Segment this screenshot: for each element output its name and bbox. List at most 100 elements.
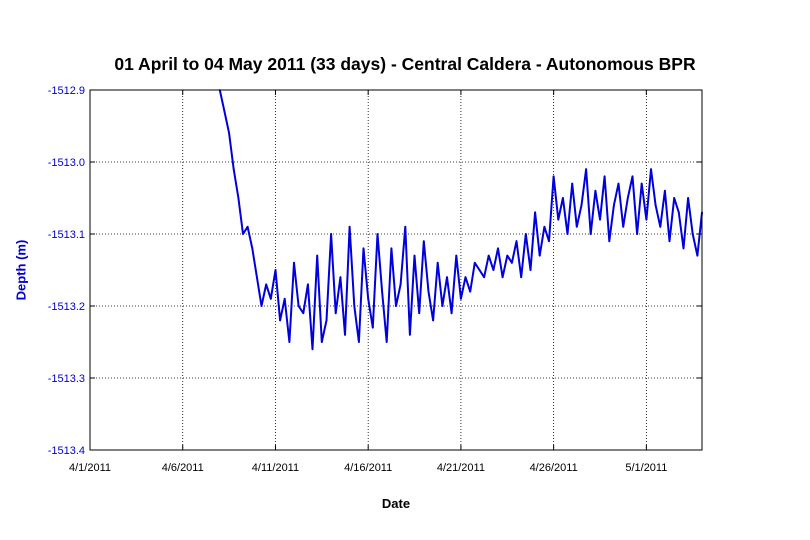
data-point [673, 197, 676, 199]
data-point [265, 283, 268, 286]
data-point [654, 204, 657, 207]
data-point [413, 254, 416, 257]
data-point [307, 283, 309, 286]
data-point [543, 225, 546, 228]
data-point [362, 247, 365, 250]
data-point [228, 132, 231, 135]
x-tick-label: 4/21/2011 [437, 462, 485, 474]
data-point [571, 182, 574, 185]
y-tick-label: -1513.0 [48, 157, 85, 169]
chart-title: 01 April to 04 May 2011 (33 days) - Cent… [114, 54, 696, 74]
data-point [603, 175, 606, 178]
data-point [511, 261, 513, 264]
data-point [668, 240, 671, 243]
data-point [242, 233, 244, 235]
data-point [617, 182, 620, 185]
data-point [696, 254, 699, 257]
x-tick-label: 4/16/2011 [344, 462, 392, 474]
data-point [450, 312, 453, 315]
data-point [399, 283, 402, 286]
data-point [260, 305, 263, 307]
data-point [687, 197, 689, 199]
data-point [404, 225, 407, 228]
data-point [594, 189, 597, 192]
data-point [376, 233, 379, 235]
data-point [269, 297, 272, 300]
y-tick-label: -1513.4 [48, 445, 85, 457]
data-point [534, 211, 536, 214]
data-point [422, 240, 425, 243]
series-layer [218, 89, 703, 351]
data-point [371, 326, 374, 329]
data-point [478, 269, 481, 271]
y-tick-label: -1513.3 [48, 373, 85, 385]
data-point [283, 297, 286, 300]
data-point [548, 240, 550, 243]
data-point [691, 233, 694, 235]
y-tick-label: -1512.9 [48, 85, 85, 97]
data-point [464, 276, 467, 279]
y-tick-label: -1513.1 [48, 229, 85, 241]
data-point [279, 319, 281, 322]
data-point [608, 240, 611, 243]
grid-layer [90, 90, 702, 450]
data-point [348, 225, 351, 228]
data-point [274, 269, 277, 271]
data-point [311, 348, 314, 351]
data-point [395, 305, 397, 307]
data-point [506, 254, 509, 257]
data-point [385, 341, 388, 343]
data-point [446, 276, 448, 279]
data-point [353, 305, 356, 307]
x-tick-label: 5/1/2011 [625, 462, 667, 474]
data-point [562, 197, 564, 199]
data-point [320, 341, 323, 343]
data-point [330, 233, 332, 235]
data-point [529, 269, 532, 271]
data-point [325, 319, 328, 322]
data-point [566, 233, 569, 235]
data-point [659, 225, 662, 228]
data-point [427, 290, 430, 293]
data-point [622, 225, 625, 228]
data-point [613, 204, 615, 207]
data-point [501, 276, 504, 279]
data-point [316, 254, 319, 257]
data-point [223, 110, 226, 113]
data-point [589, 233, 592, 235]
data-point [599, 218, 601, 221]
data-point [626, 197, 629, 199]
data-point [552, 175, 555, 178]
data-point [575, 225, 578, 228]
data-point [432, 319, 434, 322]
x-tick-label: 4/26/2011 [530, 462, 578, 474]
data-point [381, 290, 383, 293]
data-point [237, 197, 240, 199]
data-point [520, 276, 523, 279]
data-point [418, 312, 421, 315]
data-point [640, 182, 643, 185]
plot-frame [89, 89, 703, 451]
data-point [251, 247, 254, 250]
data-point [650, 168, 652, 171]
data-point [497, 247, 499, 250]
data-point [344, 333, 346, 336]
x-tick-label: 4/6/2011 [162, 462, 204, 474]
data-point [682, 247, 685, 250]
data-point [302, 312, 305, 315]
x-tick-label: 4/1/2011 [69, 462, 111, 474]
data-point [460, 297, 462, 300]
data-point [664, 189, 666, 192]
data-point [631, 175, 634, 178]
data-point [524, 233, 527, 235]
data-point [334, 312, 337, 315]
data-point [677, 211, 680, 214]
data-point [232, 168, 235, 171]
data-point [483, 276, 485, 279]
x-axis-label: Date [381, 496, 411, 511]
data-point [358, 341, 360, 343]
data-point [580, 204, 583, 207]
data-point [487, 254, 490, 257]
tick-layer: -1512.9 -1513.0 -1513.1 -1513.2 -1513.3 -1513… [48, 85, 702, 474]
